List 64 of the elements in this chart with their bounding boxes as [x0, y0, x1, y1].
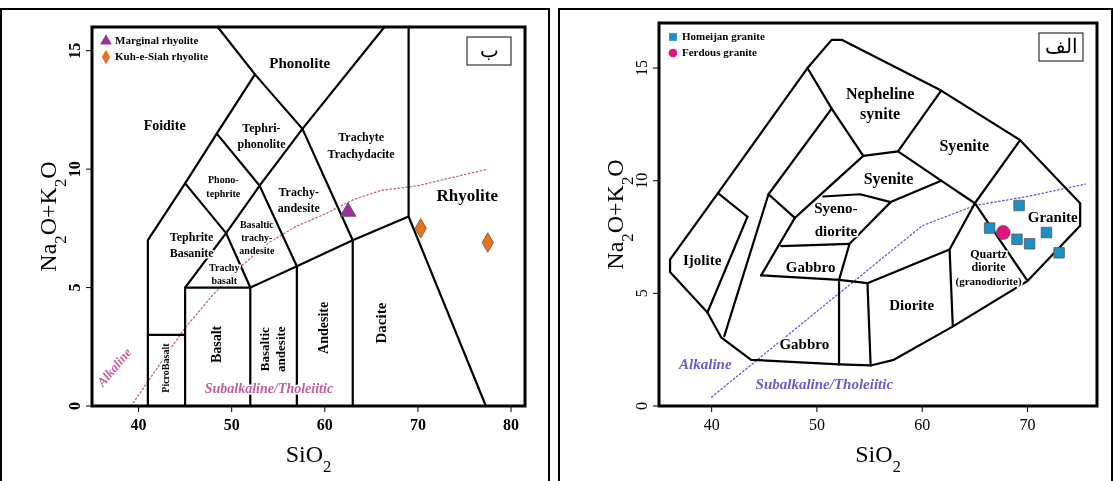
annotation: Diorite: [889, 297, 935, 314]
annotation: Quartz: [970, 246, 1008, 261]
annotation: Ijolite: [683, 252, 722, 269]
y-tick-label: 0: [66, 402, 83, 410]
x-tick-label: 40: [703, 416, 720, 433]
annotation: Gabbro: [785, 259, 836, 276]
x-tick-label: 60: [316, 416, 333, 433]
y-tick-label: 10: [633, 172, 650, 189]
y-tick-label: 5: [633, 289, 650, 298]
annotation: synite: [860, 105, 901, 124]
x-tick-label: 70: [1019, 416, 1036, 433]
annotation: Gabbro: [779, 335, 830, 352]
annotation: Trachy-: [278, 184, 319, 199]
annotation: andesite: [277, 201, 321, 216]
annotation: andesite: [239, 245, 275, 257]
annotation: Phono-: [208, 174, 239, 186]
annotation: Trachy: [209, 261, 240, 273]
x-tick-label: 60: [914, 416, 931, 433]
legend-label: Ferdous granite: [682, 45, 757, 58]
annotation: PicroBasalt: [159, 342, 171, 393]
annotation: Tephri-: [242, 120, 281, 135]
annotation: diorite: [971, 260, 1007, 275]
annotation: Basaltic: [239, 219, 275, 231]
legend-label: Kuh-e-Siah rhyolite: [115, 49, 209, 62]
annotation: Trachydacite: [327, 146, 396, 161]
annotation: Tephrite: [169, 229, 215, 244]
legend-label: Homeijan granite: [682, 29, 765, 42]
annotation: Alkaline: [678, 355, 732, 372]
annotation: Nepheline: [845, 84, 915, 103]
annotation: Basalt: [208, 325, 224, 364]
annotation: basalt: [211, 274, 238, 286]
annotation: Syenite: [863, 170, 914, 189]
x-tick-label: 70: [409, 416, 426, 433]
annotation: Trachyte: [338, 130, 385, 145]
annotation: Dacite: [372, 302, 389, 344]
annotation: andesite: [272, 326, 288, 372]
x-tick-label: 40: [130, 416, 147, 433]
y-tick-label: 15: [633, 60, 650, 77]
legend-label: Marginal rhyolite: [115, 33, 199, 46]
annotation: (granodiorite): [955, 274, 1022, 288]
annotation: Granite: [1027, 209, 1079, 226]
annotation: Rhyolite: [436, 186, 499, 206]
annotation: Andesite: [316, 301, 332, 354]
x-tick-label: 50: [223, 416, 240, 433]
annotation: ب: [479, 38, 499, 61]
annotation: Subalkaline/Tholeiitic: [755, 376, 894, 393]
annotation: phonolite: [237, 137, 287, 152]
annotation: Syenite: [939, 136, 990, 155]
annotation: Basaltic: [257, 326, 273, 372]
y-tick-label: 5: [66, 283, 83, 292]
y-tick-label: 10: [66, 161, 83, 178]
annotation: Syeno-: [814, 200, 858, 217]
annotation: الف: [1044, 34, 1078, 57]
annotation: Phonolite: [269, 55, 331, 72]
annotation: diorite: [814, 222, 858, 239]
x-tick-label: 80: [503, 416, 520, 433]
annotation: tephrite: [206, 188, 241, 200]
y-tick-label: 0: [633, 402, 650, 410]
x-tick-label: 50: [808, 416, 825, 433]
x-axis-title: SiO$_{2}$: [285, 441, 332, 476]
x-axis-title: SiO$_{2}$: [855, 441, 901, 476]
annotation: Foidite: [143, 117, 186, 133]
y-tick-label: 15: [66, 42, 83, 59]
annotation: trachy-: [241, 232, 273, 244]
